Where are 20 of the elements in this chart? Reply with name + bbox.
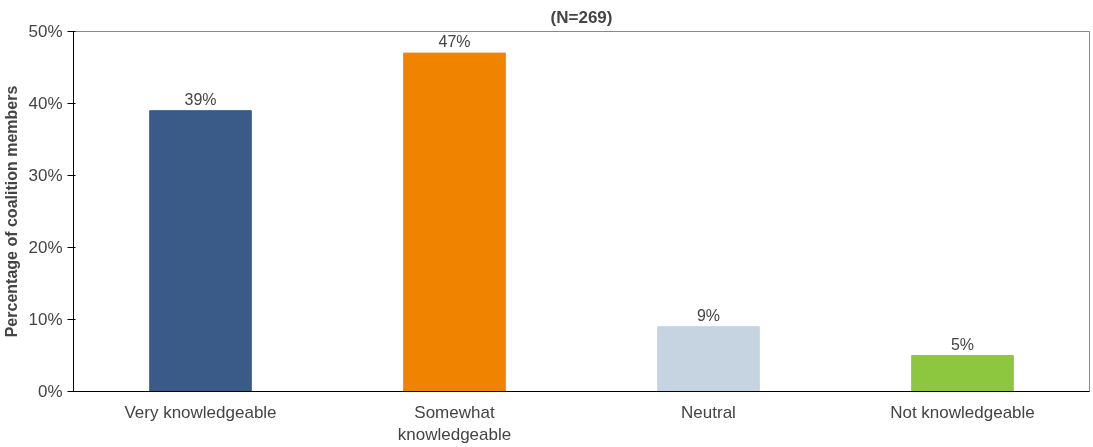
bar (911, 355, 1014, 392)
y-axis-title: Percentage of coalition members (3, 85, 21, 338)
data-label: 5% (950, 335, 975, 353)
bar (403, 52, 506, 392)
chart-title: (N=269) (550, 7, 613, 27)
x-tick-label: Neutral (681, 402, 736, 422)
x-tick-label: Not knowledgeable (890, 402, 1035, 422)
data-label: 9% (696, 306, 721, 324)
x-tick-label: Somewhat knowledgeable (397, 402, 512, 445)
y-tick-label: 50% (28, 22, 63, 41)
bar (149, 110, 252, 392)
y-tick-label: 20% (28, 238, 63, 257)
data-label: 47% (438, 33, 471, 51)
y-tick-label: 0% (37, 382, 63, 401)
x-tick-label: Very knowledgeable (124, 402, 277, 422)
y-tick-label: 40% (28, 94, 63, 113)
y-tick-label: 30% (28, 166, 63, 185)
data-label: 39% (184, 90, 217, 108)
bar (657, 326, 760, 392)
y-tick-label: 10% (28, 310, 63, 329)
